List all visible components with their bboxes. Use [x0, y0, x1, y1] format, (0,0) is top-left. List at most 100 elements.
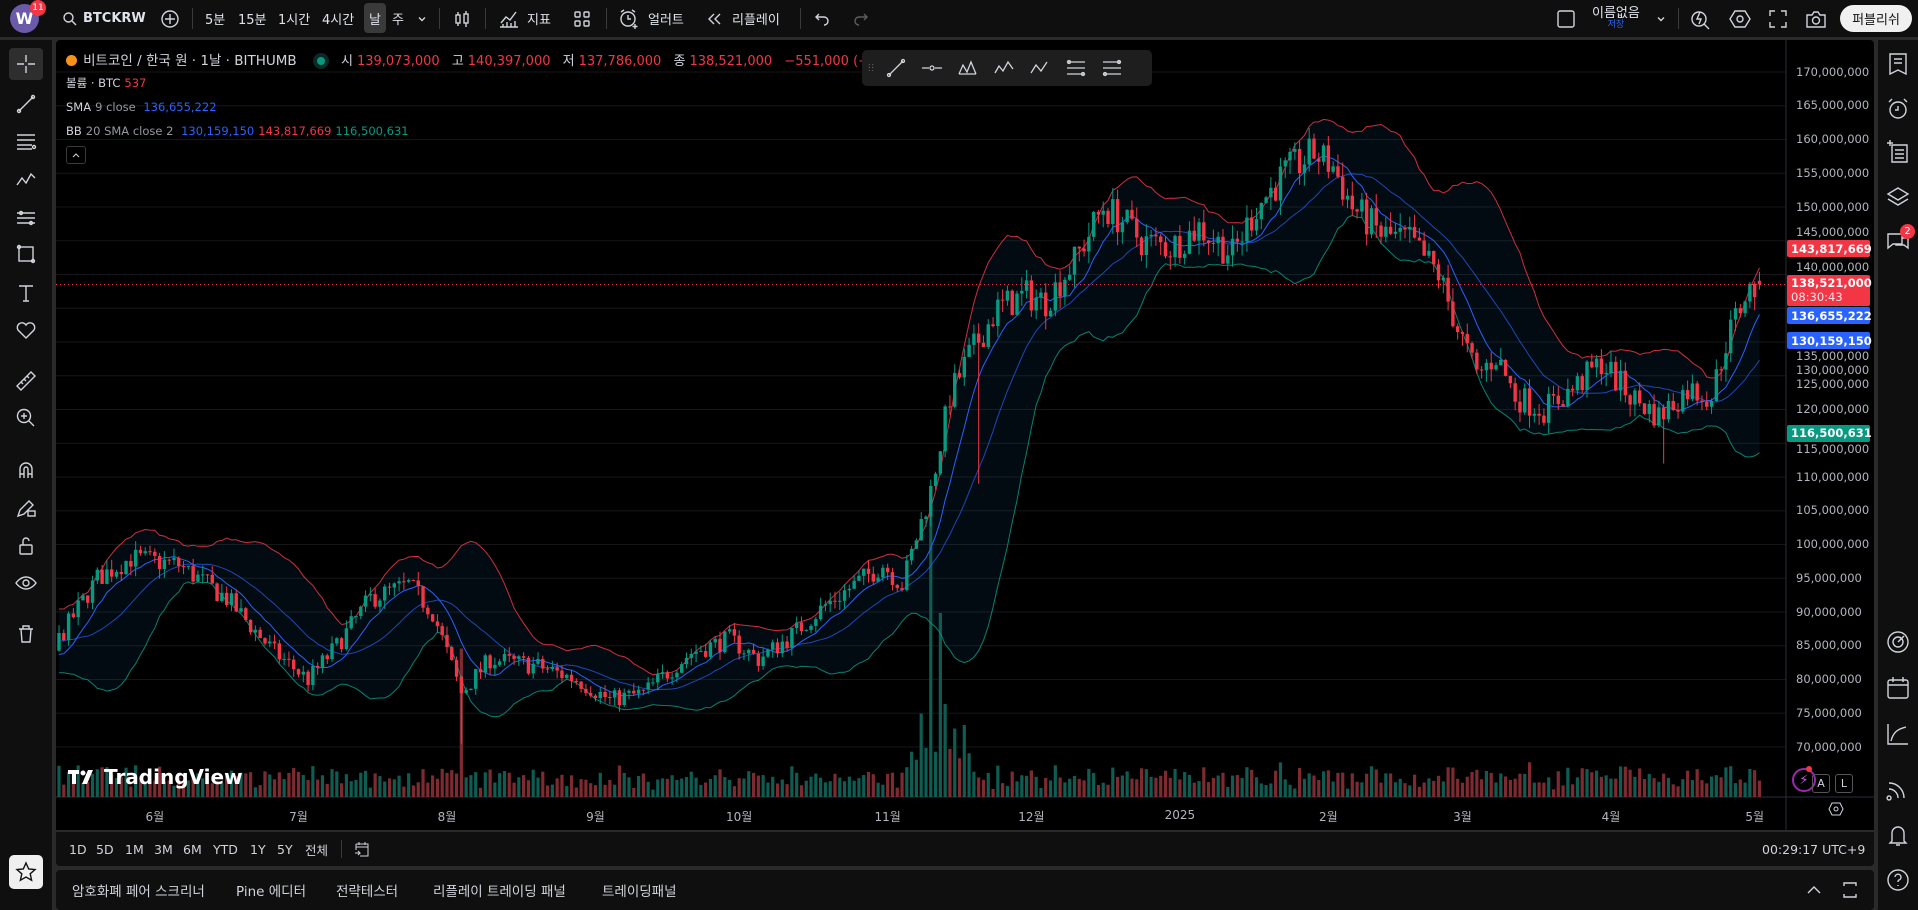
symbol-search-button[interactable]: BTCKRW — [62, 0, 146, 37]
lock-drawings-tool[interactable] — [9, 530, 43, 562]
redo-button[interactable] — [853, 0, 869, 37]
dom-button[interactable] — [1884, 628, 1912, 656]
options-chart-button[interactable] — [1884, 720, 1912, 748]
draw-abc-wave[interactable] — [1026, 54, 1054, 82]
hide-drawings-tool[interactable] — [9, 567, 43, 599]
magnet-tool[interactable] — [9, 454, 43, 486]
range-1m[interactable]: 1M — [125, 841, 144, 857]
crosshair-tool[interactable] — [9, 48, 43, 80]
interval-dropdown[interactable] — [417, 0, 427, 37]
zoom-in-icon — [16, 408, 35, 427]
volume-bar — [363, 770, 368, 797]
shape-tool[interactable] — [9, 238, 43, 270]
interval-week[interactable]: 주 — [392, 13, 404, 28]
snapshot-button[interactable] — [1805, 0, 1827, 37]
remove-drawings-tool[interactable] — [9, 618, 43, 650]
volume-bar — [354, 779, 358, 797]
compare-symbol-button[interactable] — [160, 0, 180, 37]
fib-tool[interactable] — [9, 125, 43, 157]
range-6m[interactable]: 6M — [183, 841, 202, 857]
volume-bar — [981, 779, 986, 797]
chart-type-button[interactable] — [452, 0, 472, 37]
drag-handle[interactable] — [864, 54, 878, 82]
interval-4h[interactable]: 4시간 — [322, 13, 355, 28]
tab-trading-panel[interactable]: 트레이딩패널 — [602, 884, 677, 900]
interval-15m[interactable]: 15분 — [238, 13, 267, 28]
tab-strategy-tester[interactable]: 전략테스터 — [336, 884, 399, 900]
tab-pine-editor[interactable]: Pine 에디터 — [236, 884, 307, 900]
price-chart[interactable] — [56, 40, 1874, 830]
tab-replay-trading-panel[interactable]: 리플레이 트레이딩 패널 — [433, 884, 566, 900]
settings-button[interactable] — [1729, 0, 1751, 37]
range-5d[interactable]: 5D — [96, 841, 114, 857]
volume-legend[interactable]: 볼륨 · BTC 537 — [66, 75, 150, 91]
candle-body — [320, 655, 325, 668]
draw-elliott-wave[interactable] — [990, 54, 1018, 82]
help-button[interactable] — [1884, 866, 1912, 894]
layouts-button[interactable] — [572, 0, 592, 37]
sma-legend[interactable]: SMA 9 close 136,655,222 — [66, 100, 221, 114]
volume-bar — [1020, 775, 1024, 797]
zoom-in-tool[interactable] — [9, 402, 43, 434]
range-1d[interactable]: 1D — [69, 841, 87, 857]
trend-line-tool[interactable] — [9, 88, 43, 120]
range-ytd[interactable]: YTD — [213, 841, 238, 857]
notifications-button[interactable] — [1884, 821, 1912, 849]
range-5y[interactable]: 5Y — [277, 841, 293, 857]
interval-5m[interactable]: 5분 — [205, 13, 226, 28]
symbol-legend: 비트코인 / 한국 원 · 1날 · BITHUMB 시 139,073,000 … — [66, 49, 919, 69]
go-to-date-button[interactable] — [353, 832, 371, 866]
text-tool[interactable] — [9, 277, 43, 309]
range-1y[interactable]: 1Y — [250, 841, 266, 857]
volume-bar — [330, 769, 334, 797]
quick-search-button[interactable] — [1690, 0, 1712, 37]
draw-fib-channel[interactable] — [1098, 54, 1126, 82]
fullscreen-button[interactable] — [1768, 0, 1788, 37]
timezone-clock[interactable]: 00:29:17 UTC+9 — [1762, 841, 1866, 857]
layout-name-button[interactable]: 이름없음 저장 — [1592, 0, 1640, 37]
draw-pattern[interactable] — [954, 54, 982, 82]
volume-bar — [1753, 770, 1757, 797]
alert-button[interactable]: 얼러트 — [618, 0, 684, 37]
stay-in-drawing-mode-tool[interactable] — [9, 492, 43, 524]
expand-panel-button[interactable] — [1806, 870, 1822, 910]
measure-tool[interactable] — [9, 365, 43, 397]
bell-icon — [1888, 826, 1908, 846]
undo-button[interactable] — [814, 0, 830, 37]
bb-legend[interactable]: BB 20 SMA close 2 130,159,150 143,817,669 1… — [66, 124, 413, 138]
chart-settings-button[interactable] — [1828, 801, 1844, 821]
prediction-tool[interactable] — [9, 202, 43, 234]
right-sidebar: 2 — [1878, 40, 1918, 910]
tab-crypto-screener[interactable]: 암호화폐 페어 스크리너 — [72, 884, 205, 900]
calendar-button[interactable] — [1884, 674, 1912, 702]
chart-panel[interactable]: 비트코인 / 한국 원 · 1날 · BITHUMB 시 139,073,000 … — [56, 40, 1874, 866]
watchlist-button[interactable] — [1884, 50, 1912, 78]
indicators-button[interactable]: 지표 — [498, 0, 551, 37]
range-all[interactable]: 전체 — [305, 842, 329, 858]
range-3m[interactable]: 3M — [154, 841, 173, 857]
object-tree-button[interactable] — [1884, 138, 1912, 166]
replay-button[interactable]: 리플레이 — [706, 0, 780, 37]
icon-tool[interactable] — [9, 314, 43, 346]
draw-horizontal-ray[interactable] — [918, 54, 946, 82]
interval-1h[interactable]: 1시간 — [278, 13, 311, 28]
interval-day[interactable]: 날 — [364, 3, 386, 33]
maximize-panel-button[interactable] — [1842, 870, 1858, 910]
auto-scale-button[interactable]: A — [1812, 774, 1830, 793]
watchlist-favorite-button[interactable] — [9, 855, 43, 889]
collapse-legend-button[interactable] — [66, 146, 86, 164]
multi-layout-toggle[interactable] — [1556, 0, 1576, 37]
symbol-title[interactable]: 비트코인 / 한국 원 · 1날 · BITHUMB — [83, 53, 297, 69]
layout-menu-dropdown[interactable] — [1656, 0, 1666, 37]
draw-trend-line[interactable] — [882, 54, 910, 82]
draw-fib-retracement[interactable] — [1062, 54, 1090, 82]
news-flash-button[interactable]: ⚡ — [1792, 768, 1816, 792]
pattern-tool[interactable] — [9, 163, 43, 195]
alerts-button[interactable] — [1884, 95, 1912, 123]
publish-button[interactable]: 퍼블리쉬 — [1840, 5, 1912, 32]
volume-bar — [1714, 775, 1718, 797]
log-scale-button[interactable]: L — [1835, 774, 1853, 793]
streams-button[interactable] — [1884, 775, 1912, 803]
layers-button[interactable] — [1884, 183, 1912, 211]
tradingview-watermark: TradingView — [68, 765, 243, 789]
